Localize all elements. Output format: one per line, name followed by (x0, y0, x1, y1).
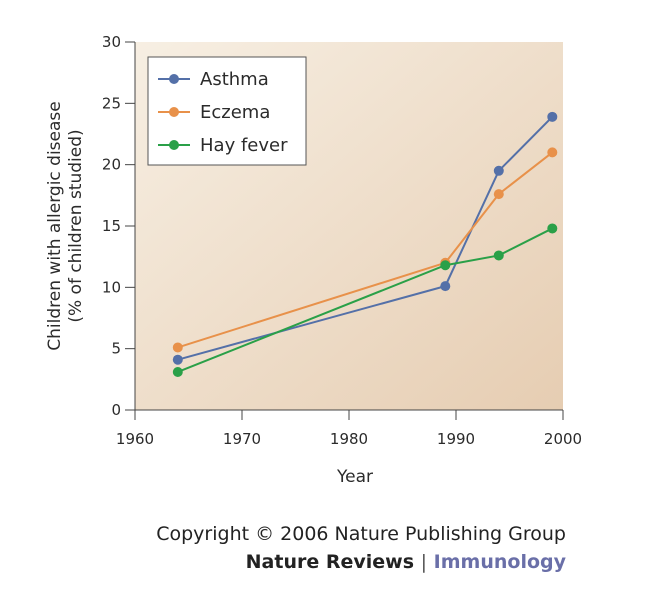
x-tick-label: 1970 (223, 430, 261, 448)
y-tick-label: 25 (102, 94, 121, 112)
data-point-hay-fever (440, 260, 451, 271)
y-axis-title-line-1: Children with allergic disease (45, 101, 65, 350)
data-point-hay-fever (493, 250, 504, 261)
legend-entry-hay-fever: Hay fever (158, 135, 288, 156)
data-point-eczema (493, 189, 504, 200)
data-point-asthma (440, 281, 451, 292)
publication-name: Nature Reviews (245, 551, 415, 573)
y-tick-label: 10 (102, 278, 121, 296)
copyright-line: Copyright © 2006 Nature Publishing Group (156, 523, 566, 545)
y-axis-title-line-2: (% of children studied) (66, 129, 86, 322)
legend-label-hay-fever: Hay fever (200, 135, 288, 156)
x-tick-label: 1980 (330, 430, 368, 448)
legend-entry-asthma: Asthma (158, 69, 269, 90)
legend: Asthma Eczema Hay fever (147, 56, 307, 166)
y-tick-label: 30 (102, 33, 121, 51)
x-tick-label: 2000 (544, 430, 582, 448)
legend-label-eczema: Eczema (200, 102, 270, 123)
y-tick-label: 0 (111, 401, 121, 419)
data-point-hay-fever (547, 223, 558, 234)
legend-marker-hay-fever (169, 140, 179, 150)
y-tick-label: 5 (111, 340, 121, 358)
legend-marker-asthma (169, 74, 179, 84)
y-axis: 0 5 10 15 20 25 30 (102, 33, 136, 419)
x-axis: 1960 1970 1980 1990 2000 (116, 409, 582, 448)
legend-entry-eczema: Eczema (158, 102, 270, 123)
series-line-eczema (177, 151, 553, 349)
data-point-asthma (172, 354, 183, 365)
series-line-hay-fever (177, 227, 553, 373)
journal-name: Immunology (433, 551, 566, 573)
data-point-asthma (547, 111, 558, 122)
legend-marker-eczema (169, 107, 179, 117)
data-point-hay-fever (172, 366, 183, 377)
series-layer (172, 111, 558, 377)
legend-label-asthma: Asthma (200, 69, 269, 90)
publication-line: Nature Reviews | Immunology (246, 551, 566, 573)
y-tick-label: 20 (102, 156, 121, 174)
x-tick-label: 1990 (437, 430, 475, 448)
y-axis-title: Children with allergic disease (% of chi… (45, 101, 86, 350)
publication-separator: | (420, 551, 428, 573)
x-axis-title: Year (336, 467, 373, 487)
data-point-eczema (547, 147, 558, 158)
data-point-eczema (172, 342, 183, 353)
x-tick-label: 1960 (116, 430, 154, 448)
y-tick-label: 15 (102, 217, 121, 235)
data-point-asthma (493, 165, 504, 176)
